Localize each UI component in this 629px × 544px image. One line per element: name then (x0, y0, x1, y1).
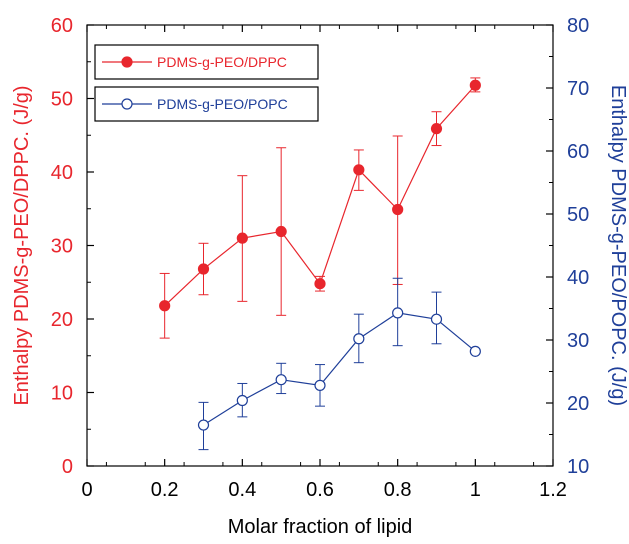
y-left-tick-label: 10 (51, 383, 73, 405)
data-point (275, 225, 287, 238)
legend-entry-popc: PDMS-g-PEO/POPC (94, 86, 319, 122)
data-point (159, 300, 171, 312)
error-bars-layer (159, 77, 481, 451)
y-right-tick-label: 40 (567, 267, 589, 289)
data-point (314, 278, 326, 290)
y-left-tick-label: 20 (51, 309, 73, 331)
y-left-tick-label: 50 (51, 89, 73, 111)
data-point (430, 313, 443, 325)
legend-entry-dppc: PDMS-g-PEO/DPPC (94, 44, 319, 80)
y-right-tick-label: 20 (567, 393, 589, 415)
y-left-tick-label: 30 (51, 236, 73, 258)
data-point (275, 374, 287, 386)
y-axis-left-title: Enthalpy PDMS-g-PEO/DPPC. (J/g) (11, 85, 33, 405)
data-point (353, 333, 365, 345)
x-tick-label: 1 (470, 479, 481, 501)
data-point (197, 419, 210, 431)
data-point (392, 307, 404, 319)
y-right-tick-label: 50 (567, 204, 589, 226)
x-tick-label: 0.6 (306, 479, 334, 501)
legend-marker (121, 56, 133, 68)
points-layer (159, 79, 481, 431)
y-right-tick-label: 80 (567, 15, 589, 37)
data-point (469, 79, 481, 91)
x-tick-label: 0.4 (228, 479, 256, 501)
series-line-1 (203, 312, 476, 426)
y-left-tick-label: 40 (51, 162, 73, 184)
x-tick-label: 0.2 (151, 479, 179, 501)
y-right-tick-label: 70 (567, 78, 589, 100)
y-left-tick-label: 0 (62, 456, 73, 478)
legend-label: PDMS-g-PEO/POPC (157, 96, 288, 112)
y-right-tick-label: 30 (567, 330, 589, 352)
x-tick-label: 1.2 (539, 479, 567, 501)
data-point (236, 394, 248, 407)
legend: PDMS-g-PEO/DPPC PDMS-g-PEO/POPC (94, 44, 319, 122)
data-point (353, 164, 365, 176)
y-right-tick-label: 60 (567, 141, 589, 163)
data-point (236, 232, 248, 244)
y-axis-right-title: Enthalpy PDMS-g-PEO/POPC. (J/g) (607, 85, 629, 406)
data-point (469, 345, 481, 357)
data-point (314, 379, 326, 391)
x-tick-label: 0 (81, 479, 92, 501)
x-axis-title: Molar fraction of lipid (228, 516, 413, 538)
x-tick-label: 0.8 (384, 479, 412, 501)
legend-label: PDMS-g-PEO/DPPC (157, 54, 287, 70)
y-left-tick-label: 60 (51, 15, 73, 37)
legend-marker (121, 98, 133, 110)
data-point (430, 123, 443, 135)
y-right-tick-label: 10 (567, 456, 589, 478)
data-point (392, 203, 404, 216)
data-point (197, 263, 210, 275)
ticks-layer: 0 0.2 0.4 0.6 0.8 1 1.2 0 10 20 30 40 50 60 10 20 30 40 50… (51, 15, 590, 501)
